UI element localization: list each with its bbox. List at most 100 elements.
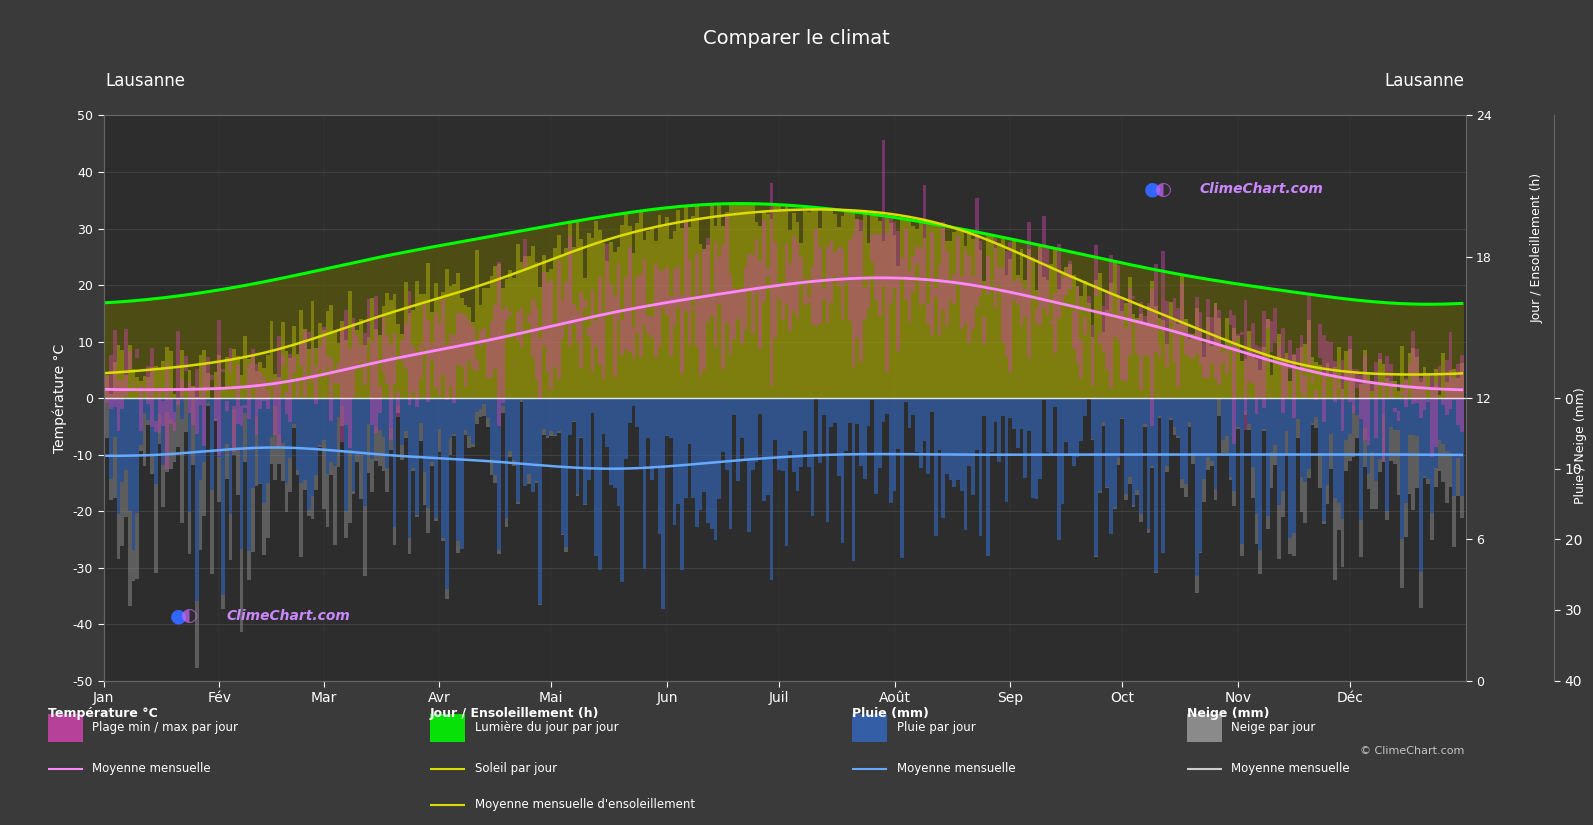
Bar	[1184, 398, 1187, 484]
Bar	[792, 236, 796, 311]
Bar	[135, 349, 139, 358]
Bar	[314, 398, 319, 475]
Bar	[1131, 505, 1136, 507]
Bar	[1453, 496, 1456, 547]
Bar	[597, 217, 602, 230]
Bar	[1364, 428, 1367, 467]
Bar	[347, 398, 352, 450]
Bar	[1098, 332, 1102, 344]
Bar	[1317, 295, 1322, 365]
Bar	[994, 238, 997, 308]
Bar	[513, 278, 516, 398]
Bar	[239, 375, 244, 398]
Bar	[1278, 346, 1281, 360]
Bar	[628, 213, 631, 226]
Bar	[889, 217, 892, 303]
Bar	[266, 483, 269, 538]
Bar	[1437, 395, 1442, 398]
Bar	[303, 329, 307, 398]
Bar	[374, 329, 378, 398]
Bar	[155, 422, 158, 432]
Text: Jour / Ensoleillement (h): Jour / Ensoleillement (h)	[1531, 172, 1544, 323]
Bar	[1039, 398, 1042, 478]
Bar	[358, 319, 363, 398]
Bar	[486, 398, 489, 417]
Bar	[1333, 361, 1337, 403]
Bar	[1437, 365, 1442, 389]
Bar	[1031, 257, 1034, 261]
Bar	[177, 296, 180, 398]
Bar	[881, 241, 886, 398]
Bar	[535, 307, 538, 380]
Bar	[878, 398, 881, 468]
Bar	[505, 398, 508, 518]
Bar	[285, 398, 288, 483]
Bar	[1300, 477, 1303, 512]
Bar	[213, 290, 217, 372]
Bar	[580, 238, 583, 398]
Bar	[389, 255, 393, 300]
Bar	[1008, 398, 1012, 417]
Bar	[1317, 398, 1322, 453]
Bar	[1206, 317, 1211, 398]
Bar	[1139, 398, 1142, 514]
Bar	[202, 292, 205, 351]
Bar	[897, 398, 900, 449]
Bar	[1262, 310, 1266, 408]
Bar	[1330, 342, 1333, 376]
Bar	[889, 398, 892, 503]
Bar	[777, 205, 781, 398]
Bar	[336, 398, 341, 417]
Bar	[669, 398, 672, 438]
Bar	[1437, 304, 1442, 395]
Bar	[1381, 414, 1386, 462]
Bar	[594, 218, 597, 220]
Bar	[613, 295, 616, 377]
Bar	[411, 310, 416, 398]
Bar	[266, 355, 269, 398]
Bar	[564, 223, 569, 248]
Bar	[1378, 459, 1381, 472]
Bar	[631, 253, 636, 398]
Bar	[1214, 304, 1217, 380]
Bar	[1233, 328, 1236, 398]
Bar	[1352, 405, 1356, 456]
Bar	[292, 424, 296, 428]
Bar	[266, 281, 269, 355]
Bar	[1411, 304, 1415, 347]
Bar	[781, 209, 785, 398]
Bar	[572, 221, 575, 247]
Bar	[1255, 345, 1258, 414]
Bar	[263, 398, 266, 502]
Bar	[583, 398, 586, 504]
Bar	[538, 287, 542, 398]
Bar	[177, 401, 180, 447]
Bar	[1161, 251, 1164, 332]
Bar	[166, 347, 169, 398]
Bar	[758, 398, 761, 414]
Bar	[825, 209, 830, 398]
Bar	[169, 297, 172, 351]
Bar	[113, 436, 116, 498]
Bar	[695, 398, 699, 526]
Bar	[658, 270, 661, 346]
Bar	[519, 398, 524, 400]
Text: Lausanne: Lausanne	[1384, 72, 1464, 90]
Bar	[956, 236, 961, 285]
Bar	[750, 255, 755, 334]
Bar	[344, 398, 347, 511]
Bar	[677, 206, 680, 210]
Bar	[1381, 398, 1386, 414]
Bar	[728, 274, 733, 355]
Bar	[1325, 341, 1329, 375]
Bar	[1120, 263, 1125, 311]
Bar	[922, 238, 927, 398]
Bar	[116, 302, 121, 345]
Bar	[609, 398, 613, 485]
Text: Lumière du jour par jour: Lumière du jour par jour	[475, 721, 618, 734]
Bar	[781, 289, 785, 320]
Bar	[1400, 393, 1403, 394]
Bar	[725, 204, 728, 212]
Bar	[411, 346, 416, 392]
Bar	[1378, 359, 1381, 398]
